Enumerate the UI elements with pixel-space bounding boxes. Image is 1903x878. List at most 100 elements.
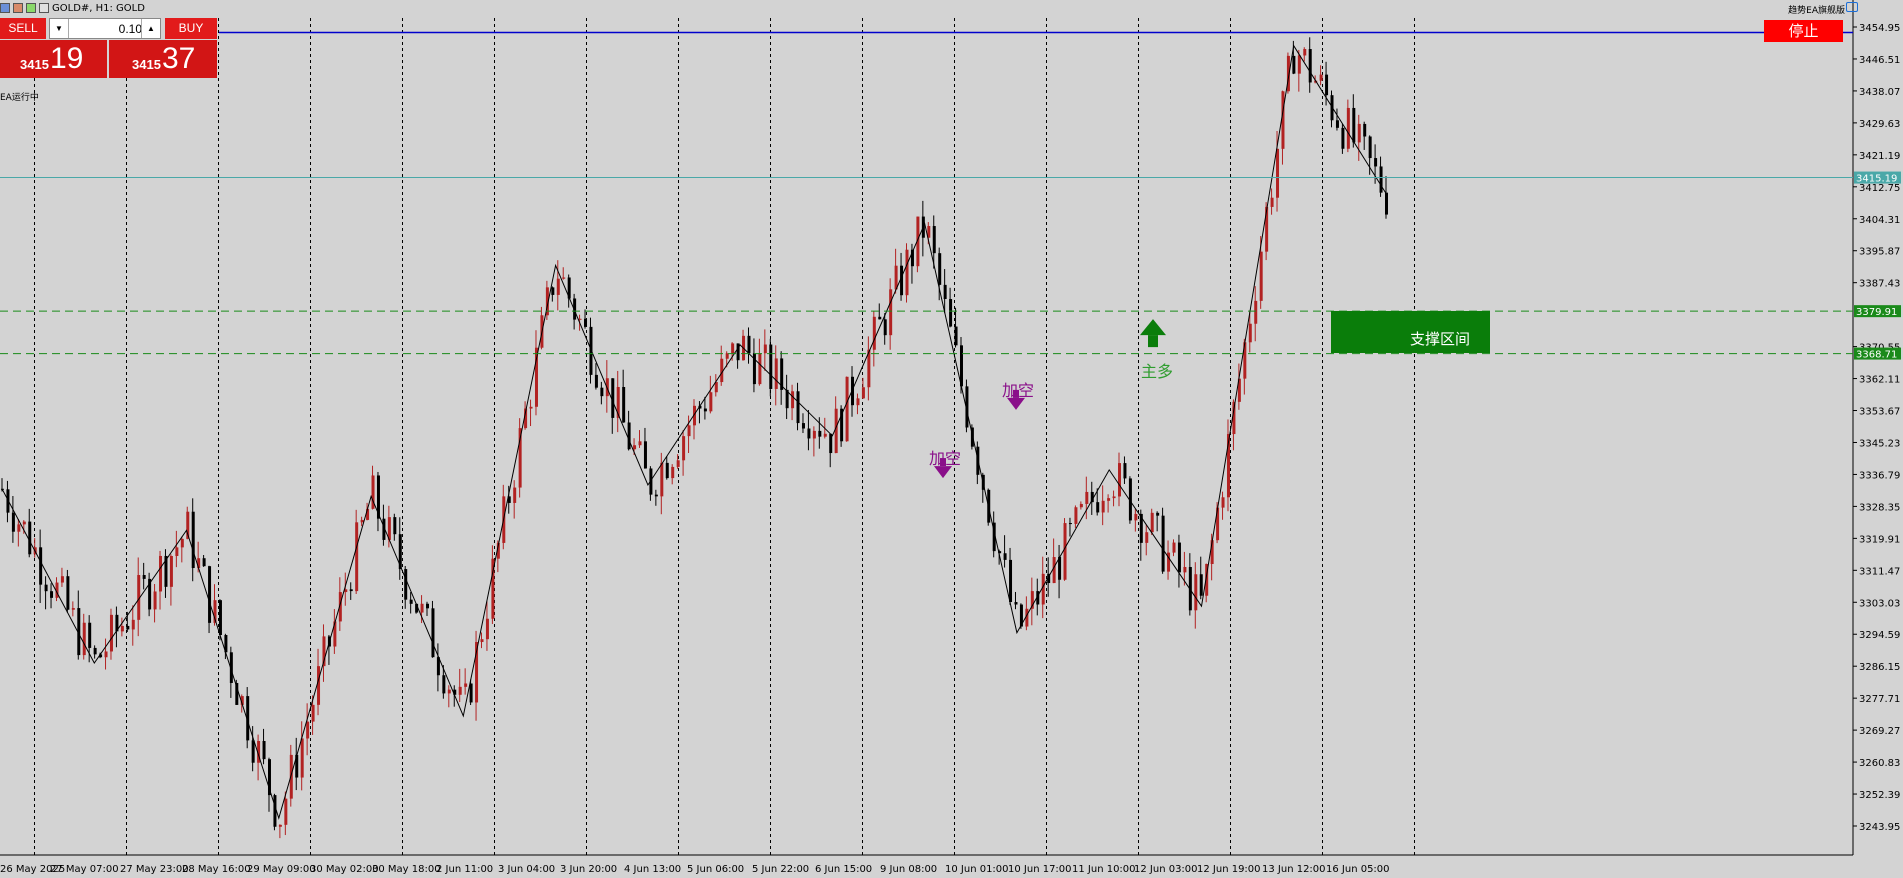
zigzag-line bbox=[1, 44, 1387, 820]
buy-signal-label: 主多 bbox=[1141, 362, 1173, 381]
bear-candle bbox=[780, 358, 784, 390]
bear-candle bbox=[262, 740, 266, 760]
bear-candle bbox=[1199, 574, 1203, 596]
chart-icon bbox=[39, 3, 49, 13]
bear-candle bbox=[807, 428, 811, 439]
bull-candle bbox=[638, 441, 642, 446]
bull-candle bbox=[1107, 498, 1111, 501]
time-axis-label: 29 May 09:00 bbox=[247, 864, 316, 875]
bear-candle bbox=[349, 589, 353, 592]
bear-candle bbox=[965, 386, 969, 428]
buy-button[interactable]: BUY bbox=[165, 18, 217, 39]
bull-candle bbox=[322, 636, 326, 667]
bear-candle bbox=[382, 518, 386, 540]
bull-candle bbox=[682, 436, 686, 461]
price-axis-label: 3387.43 bbox=[1859, 279, 1900, 290]
sell-button[interactable]: SELL bbox=[0, 18, 46, 39]
price-axis-label: 3353.67 bbox=[1859, 407, 1900, 418]
price-axis-label: 3446.51 bbox=[1859, 55, 1900, 66]
bull-candle bbox=[355, 522, 359, 592]
lot-decrease-icon[interactable]: ▼ bbox=[50, 19, 69, 38]
bull-candle bbox=[311, 704, 315, 722]
bear-candle bbox=[99, 654, 103, 658]
lot-increase-icon[interactable]: ▲ bbox=[141, 19, 160, 38]
bear-candle bbox=[1090, 491, 1094, 503]
time-axis-label: 2 Jun 11:00 bbox=[436, 864, 493, 875]
current-price-label: 3415.19 bbox=[1856, 174, 1897, 185]
bull-candle bbox=[60, 576, 64, 583]
bear-candle bbox=[88, 622, 92, 648]
price-axis-label: 3438.07 bbox=[1859, 87, 1900, 98]
bear-candle bbox=[1335, 120, 1339, 128]
bear-candle bbox=[295, 754, 299, 778]
bull-candle bbox=[1134, 513, 1138, 521]
bull-candle bbox=[317, 666, 321, 705]
bull-candle bbox=[1194, 574, 1198, 611]
bear-candle bbox=[900, 265, 904, 296]
bear-candle bbox=[28, 521, 32, 555]
bear-candle bbox=[398, 534, 402, 570]
bull-candle bbox=[1297, 55, 1301, 74]
bear-candle bbox=[932, 226, 936, 254]
bear-candle bbox=[415, 603, 419, 613]
bull-candle bbox=[1248, 323, 1252, 343]
bear-candle bbox=[235, 682, 239, 705]
bear-candle bbox=[44, 584, 48, 592]
bull-candle bbox=[534, 347, 538, 407]
bear-candle bbox=[142, 575, 146, 579]
bear-candle bbox=[998, 551, 1002, 554]
bear-candle bbox=[878, 316, 882, 320]
support-price-marker bbox=[1854, 347, 1901, 360]
bear-candle bbox=[594, 374, 598, 388]
bear-candle bbox=[126, 625, 130, 630]
bull-candle bbox=[709, 392, 713, 412]
bull-candle bbox=[366, 508, 370, 520]
time-axis-label: 13 Jun 12:00 bbox=[1262, 864, 1326, 875]
bear-candle bbox=[1139, 513, 1143, 543]
bear-candle bbox=[1177, 542, 1181, 573]
bear-candle bbox=[267, 759, 271, 796]
bull-candle bbox=[562, 277, 566, 279]
bull-candle bbox=[175, 547, 179, 557]
bull-candle bbox=[289, 754, 293, 799]
bear-candle bbox=[246, 696, 250, 741]
bull-candle bbox=[278, 824, 282, 827]
bear-candle bbox=[992, 522, 996, 552]
bear-candle bbox=[1058, 557, 1062, 580]
bull-candle bbox=[758, 353, 762, 385]
bear-candle bbox=[649, 468, 653, 495]
bear-candle bbox=[431, 608, 435, 658]
time-axis-label: 28 May 16:00 bbox=[182, 864, 251, 875]
bear-candle bbox=[643, 441, 647, 469]
bull-candle bbox=[1281, 91, 1285, 149]
chart-symbol-title: GOLD#, H1: GOLD bbox=[52, 2, 145, 14]
time-axis-label: 6 Jun 15:00 bbox=[815, 864, 872, 875]
bid-price-button[interactable]: 3415 19 bbox=[0, 40, 107, 78]
bear-candle bbox=[436, 657, 440, 676]
stop-ea-button[interactable]: 停止 bbox=[1764, 20, 1843, 42]
time-axis-label: 27 May 23:00 bbox=[120, 864, 189, 875]
bull-candle bbox=[213, 600, 217, 623]
time-axis-label: 12 Jun 19:00 bbox=[1197, 864, 1261, 875]
bear-candle bbox=[622, 387, 626, 423]
price-axis-label: 3269.27 bbox=[1859, 726, 1900, 737]
bear-candle bbox=[840, 408, 844, 442]
bull-candle bbox=[763, 344, 767, 354]
time-axis-label: 9 Jun 08:00 bbox=[880, 864, 937, 875]
chart-icon bbox=[26, 3, 36, 13]
bear-candle bbox=[393, 517, 397, 535]
bull-candle bbox=[1079, 503, 1083, 508]
bull-candle bbox=[1221, 497, 1225, 508]
bear-candle bbox=[627, 422, 631, 450]
bear-candle bbox=[883, 319, 887, 336]
bear-candle bbox=[851, 376, 855, 406]
lot-size-input[interactable] bbox=[70, 20, 144, 37]
bull-candle bbox=[1276, 148, 1280, 198]
ask-price-button[interactable]: 3415 37 bbox=[109, 40, 217, 78]
bull-candle bbox=[1150, 512, 1154, 533]
bull-candle bbox=[1145, 532, 1149, 543]
price-axis-label: 3454.95 bbox=[1859, 23, 1900, 34]
time-axis-label: 5 Jun 22:00 bbox=[752, 864, 809, 875]
bull-candle bbox=[344, 589, 348, 593]
